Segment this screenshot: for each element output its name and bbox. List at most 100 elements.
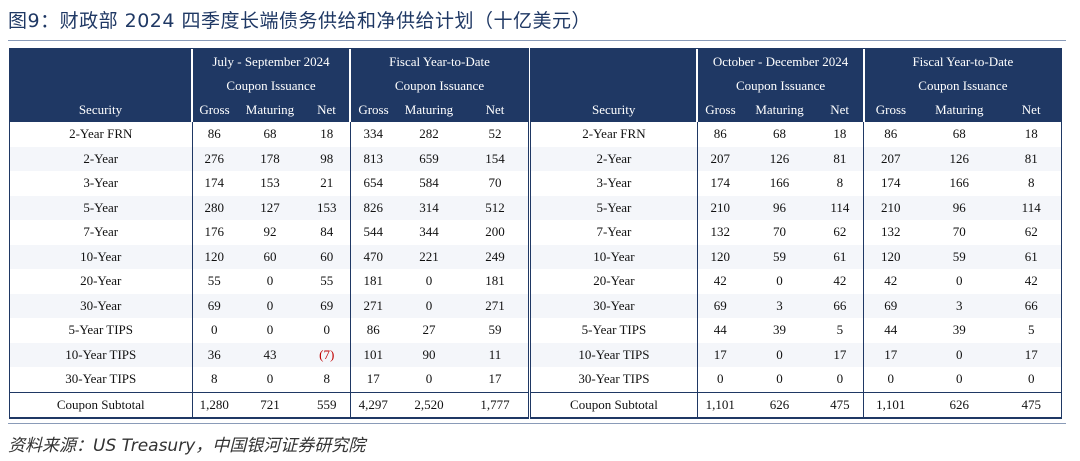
net-cell: 11 xyxy=(462,342,529,367)
table-row: 30-Year 69 0 69 271 0 271 xyxy=(10,293,529,318)
net-cell: 62 xyxy=(1024,224,1038,240)
gross-cell: 69 xyxy=(863,293,918,318)
table-row: 7-Year 132 70 62 132 70 62 xyxy=(531,220,1061,245)
table-row: 5-Year 280 127 153 826 314 512 xyxy=(10,195,529,220)
net-header: Net xyxy=(462,98,529,122)
subtotal-row: Coupon Subtotal 1,101 626 475 1,101 626 475 xyxy=(531,391,1061,418)
gross-cell: 176 xyxy=(191,220,236,245)
fytd-header: Fiscal Year-to-Date xyxy=(862,49,1061,74)
maturing-cell: 0 xyxy=(425,371,433,387)
gross-cell: 86 xyxy=(191,122,236,147)
gross-cell: 276 xyxy=(191,146,236,171)
maturing-cell: 0 xyxy=(956,273,963,289)
maturing-cell: 626 xyxy=(917,391,1002,418)
maturing-cell: 92 xyxy=(263,224,277,240)
net-cell: 17 xyxy=(816,342,864,367)
security-cell: 30-Year xyxy=(10,293,192,318)
maturing-cell: 282 xyxy=(419,126,439,142)
gross-cell: 174 xyxy=(191,171,236,196)
coupon-issuance-header: Coupon Issuance xyxy=(191,74,350,98)
table-row: 30-Year TIPS 0 0 0 0 0 0 xyxy=(531,367,1061,392)
maturing-header: Maturing xyxy=(396,98,462,122)
coupon-issuance-header: Coupon Issuance xyxy=(862,74,1061,98)
net-cell: 1,777 xyxy=(462,391,529,418)
gross-cell: 42 xyxy=(696,269,743,294)
table-row: 30-Year 69 3 66 69 3 66 xyxy=(531,293,1061,318)
maturing-cell: 166 xyxy=(769,175,790,191)
gross-cell: 470 xyxy=(349,244,396,269)
maturing-cell: 68 xyxy=(263,126,277,142)
source-divider xyxy=(8,423,1066,424)
maturing-cell: 0 xyxy=(396,293,462,318)
maturing-cell: 584 xyxy=(419,175,439,191)
net-cell: 0 xyxy=(323,322,331,338)
right-table: Security October - December 2024 Fiscal … xyxy=(531,49,1061,418)
subtotal-row: Coupon Subtotal 1,280 721 559 4,297 2,520 1,77… xyxy=(10,391,529,418)
security-cell: 5-Year TIPS xyxy=(68,322,134,338)
fytd-header: Fiscal Year-to-Date xyxy=(348,49,529,74)
net-header: Net xyxy=(816,98,864,122)
gross-cell: 654 xyxy=(349,171,396,196)
gross-cell: 0 xyxy=(696,367,743,392)
table-row: 2-Year 207 126 81 207 126 81 xyxy=(531,146,1061,171)
maturing-cell: 2,520 xyxy=(396,391,462,418)
net-cell: 5 xyxy=(836,322,844,338)
gross-cell: 271 xyxy=(349,293,396,318)
gross-header: Gross xyxy=(191,98,236,122)
security-header: Security xyxy=(10,49,192,122)
title-divider xyxy=(8,40,1066,41)
table-row: 20-Year 42 0 42 42 0 42 xyxy=(531,269,1061,294)
table-row: 10-Year TIPS 17 0 17 17 0 17 xyxy=(531,342,1061,367)
table-row: 2-Year 276 178 98 813 659 154 xyxy=(10,146,529,171)
net-cell: 69 xyxy=(304,293,350,318)
net-cell: 271 xyxy=(462,293,529,318)
net-header: Net xyxy=(304,98,350,122)
maturing-cell: 178 xyxy=(236,146,304,171)
gross-header: Gross xyxy=(696,98,743,122)
maturing-cell: 68 xyxy=(952,126,966,142)
maturing-header: Maturing xyxy=(917,98,1002,122)
gross-cell: 207 xyxy=(696,146,743,171)
maturing-cell: 0 xyxy=(266,273,274,289)
security-cell: Coupon Subtotal xyxy=(531,391,698,418)
security-cell: 30-Year TIPS xyxy=(65,371,137,387)
table-row: 3-Year 174 153 21 654 584 70 xyxy=(10,171,528,196)
maturing-cell: 60 xyxy=(236,244,304,269)
maturing-cell: 0 xyxy=(776,371,783,387)
net-cell: 153 xyxy=(304,195,350,220)
gross-cell: 210 xyxy=(863,195,918,220)
net-cell: 98 xyxy=(304,146,350,171)
gross-cell: 132 xyxy=(863,220,918,245)
table-row: 5-Year TIPS 44 39 5 44 39 5 xyxy=(531,318,1061,343)
maturing-cell: 70 xyxy=(952,224,966,240)
security-cell: 30-Year TIPS xyxy=(578,371,650,387)
net-cell: 8 xyxy=(323,371,331,387)
maturing-cell: 43 xyxy=(236,342,304,367)
security-cell: Coupon Subtotal xyxy=(10,391,192,418)
gross-cell: 120 xyxy=(696,244,743,269)
maturing-cell: 221 xyxy=(396,244,462,269)
table-row: 10-Year TIPS 36 43 (7) 101 90 11 xyxy=(10,342,529,367)
net-cell: 114 xyxy=(1001,195,1061,220)
security-cell: 2-Year xyxy=(10,146,192,171)
net-cell: 559 xyxy=(304,391,350,418)
net-cell: 18 xyxy=(1024,126,1038,142)
gross-header: Gross xyxy=(862,98,918,122)
net-cell: 55 xyxy=(320,273,334,289)
right-table-frame xyxy=(530,48,1062,419)
maturing-cell: 70 xyxy=(773,224,787,240)
table-row: 10-Year 120 60 60 470 221 249 xyxy=(10,244,529,269)
net-cell: 18 xyxy=(833,126,847,142)
maturing-cell: 27 xyxy=(422,322,436,338)
gross-cell: 86 xyxy=(863,122,918,147)
net-cell: 61 xyxy=(1001,244,1061,269)
maturing-cell: 127 xyxy=(236,195,304,220)
net-cell: 42 xyxy=(1024,273,1038,289)
maturing-cell: 344 xyxy=(419,224,439,240)
gross-cell: 36 xyxy=(191,342,236,367)
security-cell: 2-Year FRN xyxy=(69,126,133,142)
maturing-cell: 721 xyxy=(236,391,304,418)
net-cell: 154 xyxy=(462,146,529,171)
table-row: 30-Year TIPS 8 0 8 17 0 17 xyxy=(10,367,528,392)
gross-cell: 132 xyxy=(696,220,743,245)
